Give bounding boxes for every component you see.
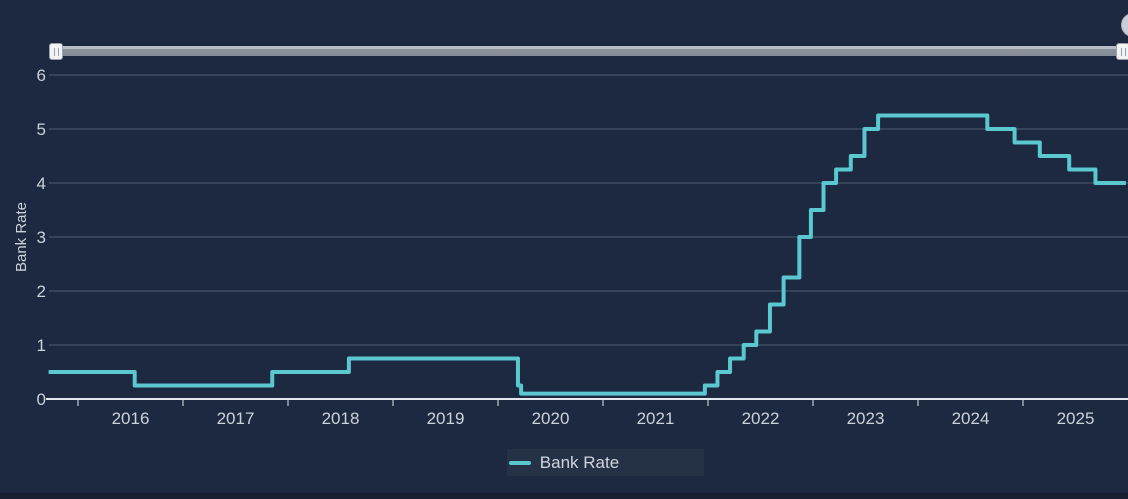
x-tick-label: 2018	[322, 409, 360, 428]
legend-item-bank-rate[interactable]: Bank Rate	[0, 452, 1128, 474]
x-tick-label: 2019	[427, 409, 465, 428]
y-tick-label: 4	[37, 174, 46, 193]
x-tick-label: 2016	[112, 409, 150, 428]
navigator-handle-right[interactable]	[1116, 43, 1128, 60]
page-edge	[0, 493, 1128, 499]
y-axis-title: Bank Rate	[13, 202, 30, 272]
handle-grip-icon	[1120, 47, 1126, 56]
y-tick-label: 6	[37, 66, 46, 85]
x-tick-label: 2020	[532, 409, 570, 428]
legend-label: Bank Rate	[539, 453, 620, 472]
y-tick-label: 2	[37, 282, 46, 301]
y-tick-label: 1	[37, 336, 46, 355]
x-tick-label: 2021	[637, 409, 675, 428]
x-tick-label: 2024	[952, 409, 990, 428]
navigator-handle-left[interactable]	[49, 43, 63, 60]
legend-line-swatch-icon	[508, 461, 531, 465]
x-tick-label: 2025	[1057, 409, 1095, 428]
navigator-track[interactable]	[49, 46, 1128, 56]
y-tick-label: 5	[37, 120, 46, 139]
y-tick-label: 0	[37, 390, 46, 409]
x-tick-label: 2022	[742, 409, 780, 428]
bank-rate-line	[48, 113, 1126, 396]
x-tick-label: 2023	[847, 409, 885, 428]
x-tick-label: 2017	[217, 409, 255, 428]
legend-background	[507, 449, 704, 476]
handle-grip-icon	[53, 47, 59, 56]
y-tick-label: 3	[37, 228, 46, 247]
